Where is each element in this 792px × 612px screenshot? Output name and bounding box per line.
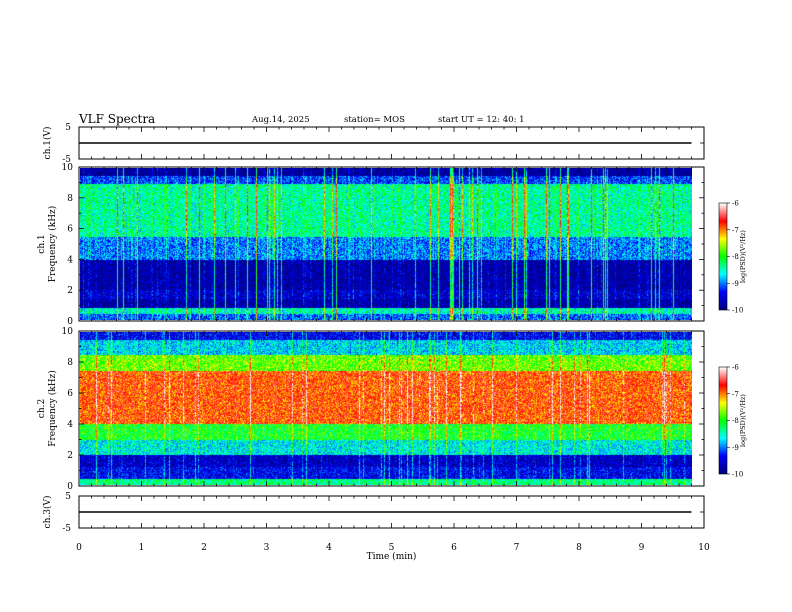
y-tick-label: -5 [62, 155, 71, 165]
x-tick-label: 1 [139, 543, 145, 553]
station-label: station= MOS [344, 115, 405, 125]
start-time-label: start UT = 12: 40: 1 [438, 115, 525, 125]
colorbar-tick-label: -6 [732, 364, 739, 372]
colorbar-tick-label: -7 [732, 226, 739, 234]
spectrogram-ch1-image [80, 168, 692, 320]
y-tick-label: 4 [67, 420, 73, 430]
y-tick-label: 8 [67, 358, 73, 368]
colorbar-tick-label: -10 [732, 307, 743, 315]
y-tick-label: 4 [67, 255, 73, 265]
spectrogram-ch1-colorbar-label: log(PSD)(V²/Hz) [739, 230, 747, 283]
y-tick-label: 2 [67, 451, 73, 461]
axis-ticks [78, 126, 705, 529]
x-tick-label: 8 [576, 543, 582, 553]
y-tick-label: 6 [67, 389, 73, 399]
x-tick-label: 9 [639, 543, 645, 553]
colorbars: -6 -7 -8 -9 -10 log(PSD)(V²/Hz) -6 -7 -8 -9 -10 log… [718, 200, 747, 479]
x-tick-label: 2 [201, 543, 207, 553]
spectrogram-ch2-colorbar-label: log(PSD)(V²/Hz) [739, 394, 747, 447]
x-tick-label: 3 [264, 543, 270, 553]
chart-title: VLF Spectra [79, 112, 156, 126]
spectrogram-ch2-colorbar [719, 367, 727, 474]
x-tick-label: 5 [389, 543, 395, 553]
y-tick-label: 5 [65, 123, 71, 133]
date-label: Aug.14, 2025 [252, 115, 310, 125]
y-tick-label: 10 [62, 327, 74, 337]
y-tick-label: 2 [67, 286, 73, 296]
y-tick-label: -5 [62, 524, 71, 534]
y-tick-label: 5 [65, 492, 71, 502]
colorbar-tick-label: -8 [732, 253, 739, 261]
x-tick-label: 10 [698, 543, 710, 553]
colorbar-tick-label: -9 [732, 280, 739, 288]
x-tick-label: 7 [514, 543, 520, 553]
colorbar-tick-label: -9 [732, 444, 739, 452]
spectrogram-ch2-image [80, 332, 692, 485]
waveform-ch3-ylabel: ch.3(V) [42, 496, 53, 529]
y-tick-label: 8 [67, 194, 73, 204]
spectrogram-ch1-colorbar [719, 203, 727, 310]
x-axis-label: Time (min) [367, 551, 417, 562]
x-tick-label: 6 [451, 543, 457, 553]
colorbar-tick-label: -8 [732, 417, 739, 425]
y-tick-label: 0 [67, 317, 73, 327]
y-tick-label: 6 [67, 225, 73, 235]
spectrogram-ch2-ylabel: ch.2Frequency (kHz) [37, 370, 58, 447]
y-tick-label: 10 [62, 163, 74, 173]
waveform-ch1-ylabel: ch.1(V) [42, 127, 53, 160]
x-tick-label: 0 [76, 543, 82, 553]
y-tick-label: 0 [67, 482, 73, 492]
colorbar-tick-label: -7 [732, 390, 739, 398]
colorbar-tick-label: -10 [732, 471, 743, 479]
spectrogram-images [79, 142, 692, 513]
spectrogram-ch1-ylabel: ch.1Frequency (kHz) [37, 206, 58, 283]
colorbar-tick-label: -6 [732, 200, 739, 208]
x-tick-label: 4 [326, 543, 332, 553]
